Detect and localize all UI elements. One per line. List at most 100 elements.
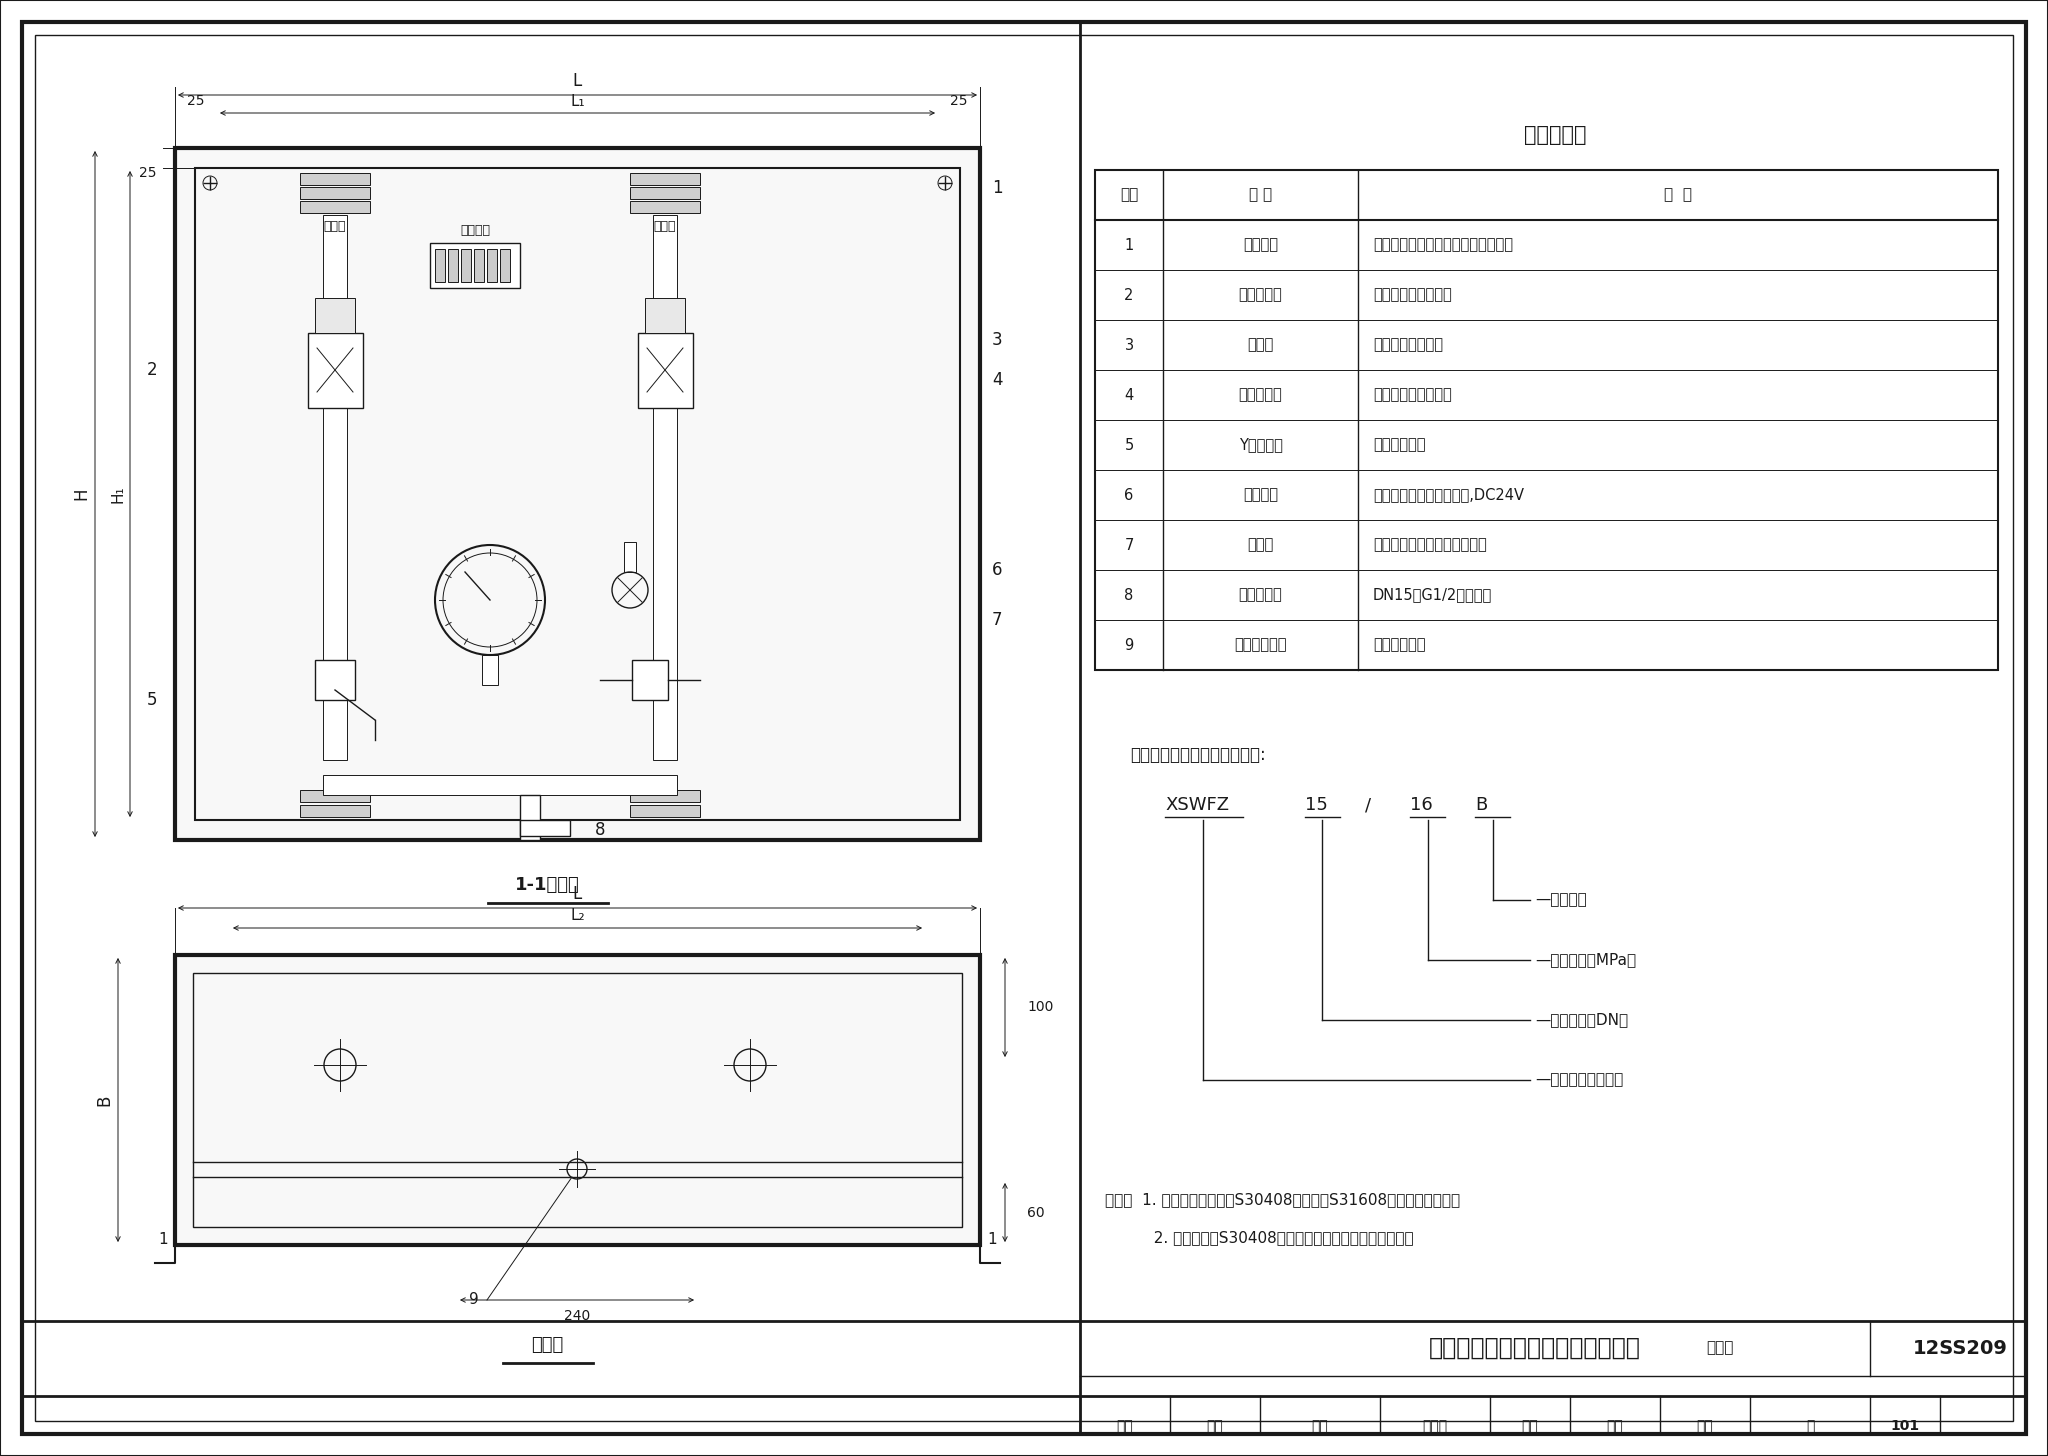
Text: 编号: 编号 xyxy=(1120,188,1139,202)
Bar xyxy=(299,201,371,213)
Text: L₁: L₁ xyxy=(569,93,586,109)
Text: 6: 6 xyxy=(991,561,1004,579)
Bar xyxy=(481,655,498,684)
Bar xyxy=(430,243,520,288)
Text: 接线端子: 接线端子 xyxy=(461,224,489,237)
Bar xyxy=(299,173,371,185)
Bar xyxy=(520,795,541,840)
Text: 喷头开启时反馈流量信号,DC24V: 喷头开启时反馈流量信号,DC24V xyxy=(1372,488,1524,502)
Text: 1: 1 xyxy=(987,1232,997,1248)
Text: 穿试验排水管: 穿试验排水管 xyxy=(1372,638,1425,652)
Text: 阀式系统单阀箱型号意义示例:: 阀式系统单阀箱型号意义示例: xyxy=(1130,745,1266,764)
Bar xyxy=(1096,170,1999,670)
Bar xyxy=(631,791,700,802)
Text: H₁: H₁ xyxy=(111,485,125,502)
Text: —公称压力（MPa）: —公称压力（MPa） xyxy=(1536,952,1636,967)
Bar xyxy=(449,249,459,282)
Text: 7: 7 xyxy=(991,612,1004,629)
Text: 箱底板预留孔: 箱底板预留孔 xyxy=(1235,638,1286,652)
Text: 进水口: 进水口 xyxy=(324,220,346,233)
Text: 4: 4 xyxy=(1124,387,1135,402)
Text: 8: 8 xyxy=(1124,588,1135,603)
Bar xyxy=(631,186,700,199)
Text: 6: 6 xyxy=(1124,488,1135,502)
Text: 平面图: 平面图 xyxy=(530,1337,563,1354)
Text: —闭式系统: —闭式系统 xyxy=(1536,893,1587,907)
Bar xyxy=(324,215,346,760)
Text: 15: 15 xyxy=(1305,796,1327,814)
Bar xyxy=(633,660,668,700)
Bar xyxy=(434,249,444,282)
Text: 校对: 校对 xyxy=(1311,1420,1329,1433)
Text: 图集号: 图集号 xyxy=(1706,1341,1735,1356)
Text: 1: 1 xyxy=(158,1232,168,1248)
Text: 全杰: 全杰 xyxy=(1606,1420,1624,1433)
Text: 宋伟平: 宋伟平 xyxy=(1423,1420,1448,1433)
Text: —公称尺寸（DN）: —公称尺寸（DN） xyxy=(1536,1012,1628,1028)
Bar xyxy=(473,249,483,282)
Text: 流量开关: 流量开关 xyxy=(1243,488,1278,502)
Text: 1: 1 xyxy=(991,179,1004,197)
Text: 2: 2 xyxy=(145,361,158,379)
Text: 12SS209: 12SS209 xyxy=(1913,1338,2007,1357)
Text: DN15，G1/2螺纹连接: DN15，G1/2螺纹连接 xyxy=(1372,588,1493,603)
Text: 100: 100 xyxy=(1026,1000,1053,1013)
Bar xyxy=(461,249,471,282)
Text: 5: 5 xyxy=(147,692,158,709)
Text: B: B xyxy=(1475,796,1487,814)
Text: 7: 7 xyxy=(1124,537,1135,552)
Text: 排水管接口: 排水管接口 xyxy=(1239,588,1282,603)
Text: —细水雾分区控制阀: —细水雾分区控制阀 xyxy=(1536,1073,1624,1088)
Bar xyxy=(193,973,963,1227)
Text: 试水阀: 试水阀 xyxy=(1247,537,1274,552)
Text: 9: 9 xyxy=(1124,638,1135,652)
Text: 系统控制阀（常开）: 系统控制阀（常开） xyxy=(1372,387,1452,402)
Text: 连接进、出水管，采用对焊法兰连接: 连接进、出水管，采用对焊法兰连接 xyxy=(1372,237,1513,252)
Text: 8: 8 xyxy=(596,821,606,839)
Text: 进口控制阀: 进口控制阀 xyxy=(1239,287,1282,303)
Text: 25: 25 xyxy=(950,95,969,108)
Text: 5: 5 xyxy=(1124,437,1135,453)
Text: 接管法兰: 接管法兰 xyxy=(1243,237,1278,252)
Text: 名 称: 名 称 xyxy=(1249,188,1272,202)
Text: 压力表: 压力表 xyxy=(1247,338,1274,352)
Bar xyxy=(299,791,371,802)
Text: 调试及系统管网泄水（常闭）: 调试及系统管网泄水（常闭） xyxy=(1372,537,1487,552)
Bar xyxy=(174,955,981,1245)
Text: XSWFZ: XSWFZ xyxy=(1165,796,1229,814)
Bar xyxy=(324,775,678,795)
Text: 过滤水中杂质: 过滤水中杂质 xyxy=(1372,437,1425,453)
Bar xyxy=(625,542,637,572)
Bar xyxy=(174,149,981,840)
Text: 25: 25 xyxy=(139,166,158,181)
Text: 4: 4 xyxy=(991,371,1004,389)
Bar xyxy=(299,186,371,199)
Text: L₂: L₂ xyxy=(569,909,586,923)
Text: 1: 1 xyxy=(1124,237,1135,252)
Text: L: L xyxy=(573,885,582,903)
Text: 101: 101 xyxy=(1890,1420,1919,1433)
Text: 1-1剖视图: 1-1剖视图 xyxy=(516,877,580,894)
Bar xyxy=(631,173,700,185)
Text: L: L xyxy=(573,71,582,90)
Text: 3: 3 xyxy=(991,331,1004,349)
Text: 用  途: 用 途 xyxy=(1663,188,1692,202)
Text: 9: 9 xyxy=(469,1293,479,1307)
Bar xyxy=(520,820,569,836)
Text: 3: 3 xyxy=(1124,338,1133,352)
Bar xyxy=(631,805,700,817)
Text: 审核: 审核 xyxy=(1116,1420,1133,1433)
Text: /: / xyxy=(1366,796,1370,814)
Text: 主要部件表: 主要部件表 xyxy=(1524,125,1587,146)
Text: B: B xyxy=(94,1095,113,1105)
Bar xyxy=(631,201,700,213)
Bar xyxy=(487,249,498,282)
Bar xyxy=(299,805,371,817)
Text: 显示系统管网压力: 显示系统管网压力 xyxy=(1372,338,1444,352)
Bar xyxy=(500,249,510,282)
Bar xyxy=(645,298,684,333)
Bar xyxy=(195,167,961,820)
Bar xyxy=(639,333,692,408)
Bar xyxy=(315,660,354,700)
Text: H: H xyxy=(72,488,90,501)
